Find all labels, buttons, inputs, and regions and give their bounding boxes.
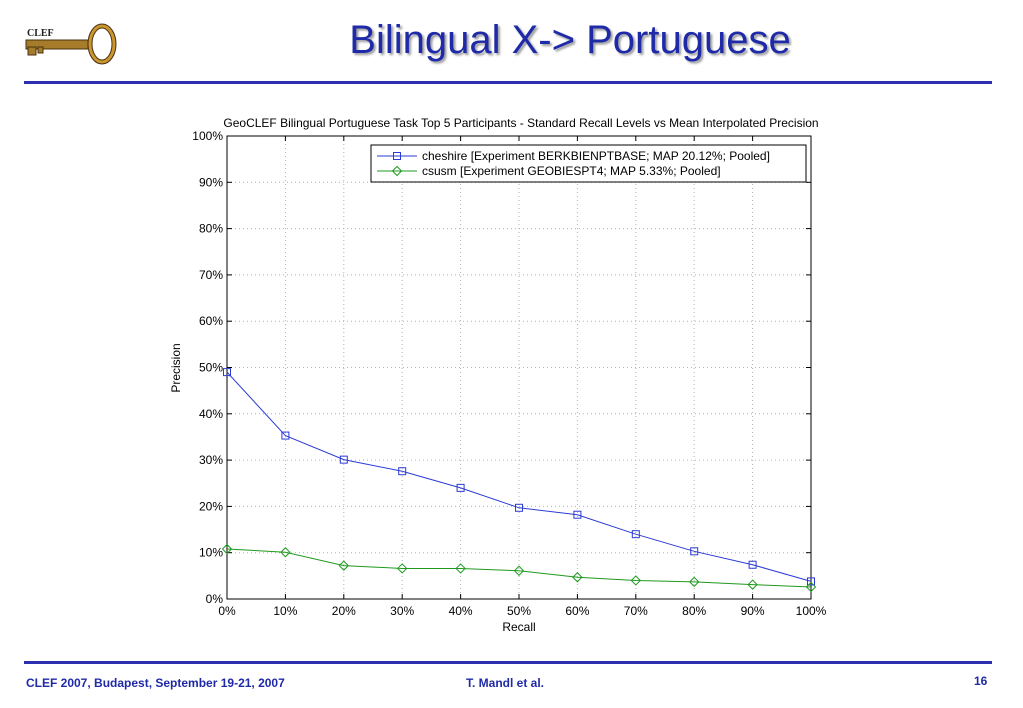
x-axis-label: Recall — [502, 620, 535, 634]
x-tick-label: 40% — [449, 604, 473, 618]
y-tick-label: 70% — [199, 268, 223, 282]
slide-title: Bilingual X-> Portuguese — [349, 18, 791, 62]
x-tick-label: 70% — [624, 604, 648, 618]
data-point — [513, 565, 525, 576]
legend-entry: csusm [Experiment GEOBIESPT4; MAP 5.33%;… — [377, 164, 721, 178]
footer-divider — [24, 661, 992, 664]
data-point — [690, 547, 699, 556]
data-point — [805, 581, 817, 593]
clef-logo: CLEF — [25, 23, 117, 65]
data-point — [748, 560, 757, 569]
legend-marker — [391, 165, 403, 177]
data-point — [221, 543, 233, 555]
x-tick-label: 100% — [796, 604, 827, 618]
data-point — [688, 576, 700, 588]
data-point — [631, 530, 640, 539]
data-point — [456, 483, 465, 492]
x-tick-label: 50% — [507, 604, 531, 618]
x-tick-label: 20% — [332, 604, 356, 618]
x-tick-label: 90% — [741, 604, 765, 618]
data-point — [455, 563, 466, 574]
chart-title: GeoCLEF Bilingual Portuguese Task Top 5 … — [223, 116, 818, 130]
x-tick-label: 80% — [682, 604, 706, 618]
legend: cheshire [Experiment BERKBIENPTBASE; MAP… — [370, 144, 807, 183]
footer-authors: T. Mandl et al. — [466, 676, 545, 690]
data-point — [396, 563, 408, 574]
legend-box — [370, 144, 807, 183]
data-point — [398, 467, 407, 476]
data-point — [338, 560, 350, 571]
y-tick-label: 60% — [199, 314, 223, 328]
x-axis: 0% 10% 20% 30% 40% 50% 60% 70% 80% 90% 100% — [218, 136, 827, 618]
legend-label: cheshire [Experiment BERKBIENPTBASE; MAP… — [422, 149, 770, 163]
x-tick-label: 0% — [218, 604, 236, 618]
footer-conference: CLEF 2007, Budapest, September 19-21, 20… — [26, 676, 285, 690]
data-point — [807, 577, 815, 586]
data-point — [223, 368, 231, 377]
data-point — [630, 575, 642, 586]
data-point — [573, 510, 582, 519]
series-line — [226, 371, 812, 582]
data-point — [515, 503, 523, 512]
y-tick-label: 50% — [199, 361, 223, 375]
legend-marker — [393, 152, 401, 160]
data-point — [281, 431, 290, 440]
data-point — [339, 455, 348, 464]
y-axis-label: Precision — [169, 343, 183, 392]
y-tick-label: 90% — [199, 175, 223, 189]
y-tick-label: 30% — [199, 453, 223, 467]
x-tick-label: 10% — [273, 604, 297, 618]
y-tick-label: 0% — [206, 592, 224, 606]
header-divider — [24, 81, 992, 84]
series-1 — [223, 368, 815, 586]
x-tick-label: 30% — [390, 604, 414, 618]
y-tick-label: 20% — [199, 499, 223, 513]
y-tick-label: 80% — [199, 222, 223, 236]
page-number: 16 — [974, 674, 988, 688]
y-tick-label: 100% — [192, 129, 223, 143]
data-point — [572, 572, 583, 583]
data-point — [747, 579, 758, 590]
series-2 — [221, 543, 817, 593]
y-axis: 0% 10% 20% 30% 40% 50% 60% 70% 80% 90% 100% — [192, 129, 811, 606]
y-tick-label: 10% — [199, 546, 223, 560]
logo-text: CLEF — [27, 28, 54, 39]
data-point — [280, 547, 291, 558]
chart-grid — [227, 136, 811, 599]
series-line — [226, 548, 812, 588]
x-tick-label: 60% — [565, 604, 589, 618]
legend-label: csusm [Experiment GEOBIESPT4; MAP 5.33%;… — [422, 164, 721, 178]
series-layer — [221, 368, 817, 593]
y-tick-label: 40% — [199, 407, 223, 421]
legend-entry: cheshire [Experiment BERKBIENPTBASE; MAP… — [377, 149, 770, 163]
